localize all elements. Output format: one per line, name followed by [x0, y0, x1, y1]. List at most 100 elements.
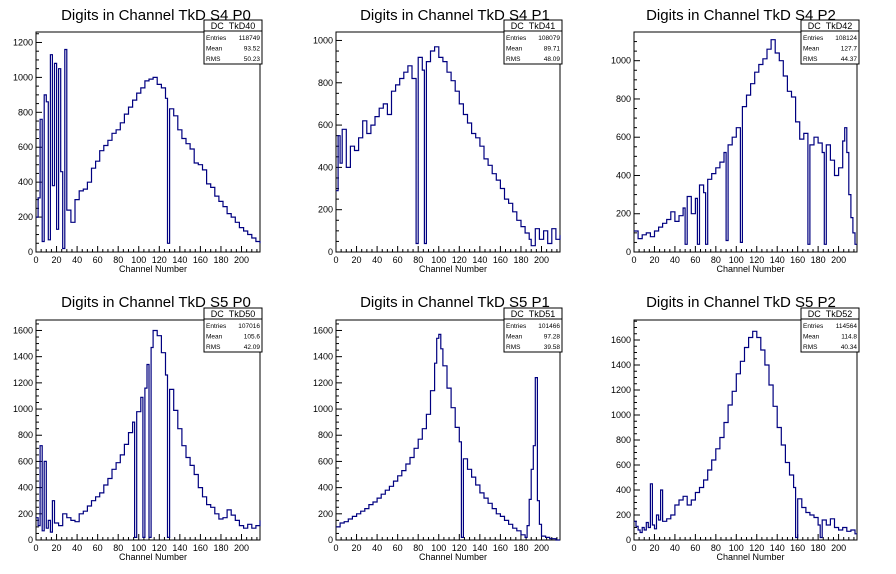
stats-value: 89.71 — [544, 46, 561, 53]
x-tick-label: 20 — [352, 543, 362, 553]
histogram-panel: Digits in Channel TkD S4 P00 20 40 60 80 100 1… — [13, 7, 262, 274]
x-tick-label: 20 — [352, 255, 362, 265]
x-tick-label: 200 — [534, 543, 549, 553]
plot-frame — [36, 32, 260, 252]
y-tick-label: 600 — [18, 456, 33, 466]
stats-label: Entries — [206, 35, 227, 42]
stats-value: 114564 — [836, 323, 858, 330]
y-tick-label: 400 — [318, 162, 333, 172]
y-tick-label: 1200 — [611, 385, 631, 395]
stats-value: 114.8 — [841, 334, 857, 341]
y-tick-label: 400 — [18, 483, 33, 493]
x-tick-label: 160 — [790, 543, 805, 553]
x-tick-label: 180 — [213, 255, 228, 265]
y-tick-label: 1000 — [313, 404, 333, 414]
x-tick-label: 0 — [631, 255, 636, 265]
y-tick-label: 1000 — [611, 410, 631, 420]
plot-frame — [36, 320, 260, 540]
x-tick-label: 40 — [670, 543, 680, 553]
y-tick-label: 1000 — [13, 404, 33, 414]
y-tick-label: 1600 — [313, 325, 333, 335]
y-tick-label: 600 — [616, 132, 631, 142]
y-tick-label: 200 — [318, 205, 333, 215]
y-tick-label: 1400 — [13, 352, 33, 362]
x-tick-label: 180 — [513, 255, 528, 265]
histogram-panel: Digits in Channel TkD S5 P20 20 40 60 80 100 1… — [611, 294, 859, 562]
y-tick-label: 600 — [18, 142, 33, 152]
x-tick-label: 60 — [93, 255, 103, 265]
histogram-series — [634, 40, 857, 245]
x-axis-label: Channel Number — [119, 264, 187, 274]
stats-label: Entries — [206, 323, 227, 330]
y-tick-label: 400 — [318, 483, 333, 493]
x-tick-label: 160 — [790, 255, 805, 265]
y-tick-label: 1400 — [611, 360, 631, 370]
stats-box-name: DC_TkD50 — [211, 309, 256, 319]
plot-frame — [336, 32, 560, 252]
stats-label: Entries — [506, 35, 527, 42]
stats-box: DC_TkD40 Entries 118749 Mean 93.52 RMS 50.23 — [204, 20, 262, 64]
x-tick-label: 60 — [93, 543, 103, 553]
stats-label: RMS — [206, 344, 221, 351]
x-tick-label: 20 — [649, 543, 659, 553]
x-tick-label: 180 — [513, 543, 528, 553]
y-tick-label: 600 — [616, 460, 631, 470]
y-tick-label: 1600 — [13, 325, 33, 335]
histogram-series — [634, 331, 857, 537]
stats-label: Mean — [506, 334, 523, 341]
y-tick-label: 1600 — [611, 335, 631, 345]
stats-value: 107016 — [238, 323, 260, 330]
y-tick-label: 0 — [28, 247, 33, 257]
stats-value: 93.52 — [244, 46, 261, 53]
stats-label: Mean — [803, 334, 820, 341]
x-tick-label: 160 — [193, 543, 208, 553]
y-tick-label: 1000 — [13, 72, 33, 82]
x-tick-label: 180 — [811, 255, 826, 265]
stats-label: RMS — [506, 56, 521, 63]
stats-value: 101466 — [538, 323, 560, 330]
x-tick-label: 200 — [534, 255, 549, 265]
x-tick-label: 40 — [372, 543, 382, 553]
stats-box-name: DC_TkD41 — [511, 21, 556, 31]
plot-frame — [336, 320, 560, 540]
stats-box: DC_TkD42 Entries 108124 Mean 127.7 RMS 44.37 — [801, 20, 859, 64]
stats-label: RMS — [803, 56, 818, 63]
stats-value: 108079 — [538, 35, 560, 42]
x-tick-label: 180 — [213, 543, 228, 553]
stats-box-name: DC_TkD40 — [211, 21, 256, 31]
y-tick-label: 1000 — [313, 35, 333, 45]
stats-value: 108124 — [835, 35, 857, 42]
x-axis-label: Channel Number — [419, 264, 487, 274]
x-tick-label: 200 — [234, 255, 249, 265]
y-tick-label: 0 — [626, 247, 631, 257]
x-tick-label: 60 — [690, 543, 700, 553]
x-axis-label: Channel Number — [716, 264, 784, 274]
y-tick-label: 600 — [318, 456, 333, 466]
x-tick-label: 160 — [193, 255, 208, 265]
stats-box: DC_TkD52Entries 114564Mean 114.8RMS 40.34 — [801, 308, 859, 352]
x-tick-label: 20 — [52, 255, 62, 265]
y-tick-label: 800 — [616, 435, 631, 445]
stats-label: Entries — [506, 323, 527, 330]
y-tick-label: 400 — [18, 177, 33, 187]
histogram-series — [336, 47, 560, 246]
y-tick-label: 0 — [626, 535, 631, 545]
x-tick-label: 40 — [72, 255, 82, 265]
histogram-panel: Digits in Channel TkD S4 P1 0 20 40 60 80 100 1… — [313, 7, 562, 274]
stats-box: DC_TkD41Entries 108079Mean 89.71RMS 48.09 — [504, 20, 562, 64]
y-tick-label: 0 — [328, 535, 333, 545]
stats-value: 97.28 — [544, 334, 561, 341]
x-tick-label: 20 — [649, 255, 659, 265]
x-tick-label: 160 — [493, 255, 508, 265]
stats-value: 42.09 — [244, 344, 261, 351]
histogram-grid: Digits in Channel TkD S4 P00 20 40 60 80 100 1… — [0, 0, 896, 574]
x-tick-label: 40 — [670, 255, 680, 265]
x-tick-label: 180 — [811, 543, 826, 553]
x-axis-label: Channel Number — [419, 552, 487, 562]
y-tick-label: 1200 — [13, 378, 33, 388]
y-tick-label: 200 — [616, 510, 631, 520]
y-tick-label: 800 — [18, 430, 33, 440]
y-tick-label: 400 — [616, 170, 631, 180]
x-tick-label: 40 — [72, 543, 82, 553]
x-tick-label: 60 — [690, 255, 700, 265]
